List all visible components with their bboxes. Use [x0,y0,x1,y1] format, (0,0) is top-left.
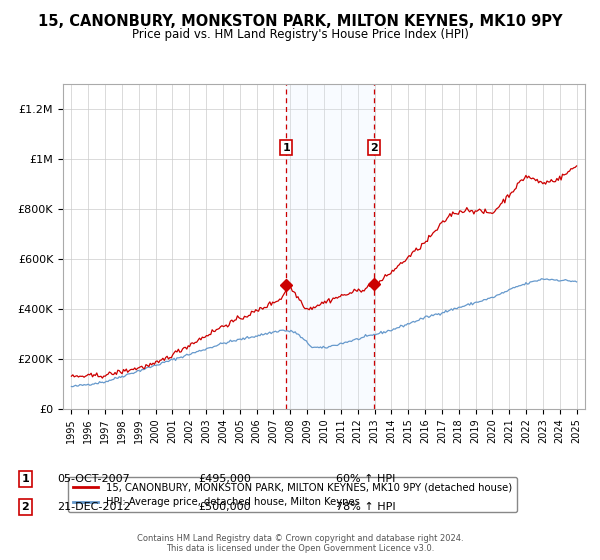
Legend: 15, CANONBURY, MONKSTON PARK, MILTON KEYNES, MK10 9PY (detached house), HPI: Ave: 15, CANONBURY, MONKSTON PARK, MILTON KEY… [68,477,517,512]
Text: 2: 2 [370,143,378,153]
Text: £495,000: £495,000 [198,474,251,484]
Text: 21-DEC-2012: 21-DEC-2012 [57,502,131,512]
Bar [286,84,374,409]
Text: 1: 1 [22,474,29,484]
Text: 2: 2 [22,502,29,512]
Text: 78% ↑ HPI: 78% ↑ HPI [336,502,395,512]
Text: Contains HM Land Registry data © Crown copyright and database right 2024.
This d: Contains HM Land Registry data © Crown c… [137,534,463,553]
Text: Price paid vs. HM Land Registry's House Price Index (HPI): Price paid vs. HM Land Registry's House … [131,28,469,41]
Text: 1: 1 [283,143,290,153]
Text: 15, CANONBURY, MONKSTON PARK, MILTON KEYNES, MK10 9PY: 15, CANONBURY, MONKSTON PARK, MILTON KEY… [38,14,562,29]
Text: 05-OCT-2007: 05-OCT-2007 [57,474,130,484]
Text: £500,000: £500,000 [198,502,251,512]
Text: 60% ↑ HPI: 60% ↑ HPI [336,474,395,484]
